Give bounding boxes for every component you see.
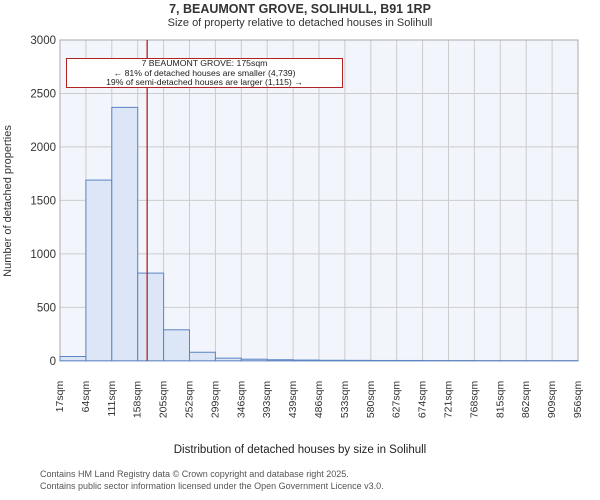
svg-text:533sqm: 533sqm (339, 381, 351, 419)
svg-text:111sqm: 111sqm (106, 381, 118, 417)
svg-text:299sqm: 299sqm (209, 381, 221, 419)
svg-text:346sqm: 346sqm (235, 381, 247, 419)
svg-text:158sqm: 158sqm (132, 381, 144, 419)
svg-text:815sqm: 815sqm (494, 381, 506, 419)
svg-text:64sqm: 64sqm (80, 381, 92, 413)
svg-text:721sqm: 721sqm (443, 381, 455, 419)
svg-text:205sqm: 205sqm (158, 381, 170, 419)
svg-text:393sqm: 393sqm (261, 381, 273, 419)
svg-text:2500: 2500 (30, 88, 56, 100)
svg-text:3000: 3000 (30, 35, 56, 47)
svg-text:439sqm: 439sqm (287, 381, 299, 419)
svg-text:768sqm: 768sqm (468, 381, 480, 419)
svg-text:1500: 1500 (30, 195, 56, 207)
svg-text:486sqm: 486sqm (313, 381, 325, 419)
svg-text:17sqm: 17sqm (54, 381, 66, 413)
svg-text:500: 500 (37, 302, 56, 314)
svg-text:956sqm: 956sqm (572, 381, 584, 419)
svg-text:627sqm: 627sqm (391, 381, 403, 419)
svg-text:674sqm: 674sqm (417, 381, 429, 419)
svg-text:252sqm: 252sqm (184, 381, 196, 419)
svg-text:2000: 2000 (30, 142, 56, 154)
svg-text:1000: 1000 (30, 249, 56, 261)
svg-text:862sqm: 862sqm (520, 381, 532, 419)
svg-text:0: 0 (50, 356, 56, 368)
svg-text:909sqm: 909sqm (546, 381, 558, 419)
svg-text:580sqm: 580sqm (365, 381, 377, 419)
